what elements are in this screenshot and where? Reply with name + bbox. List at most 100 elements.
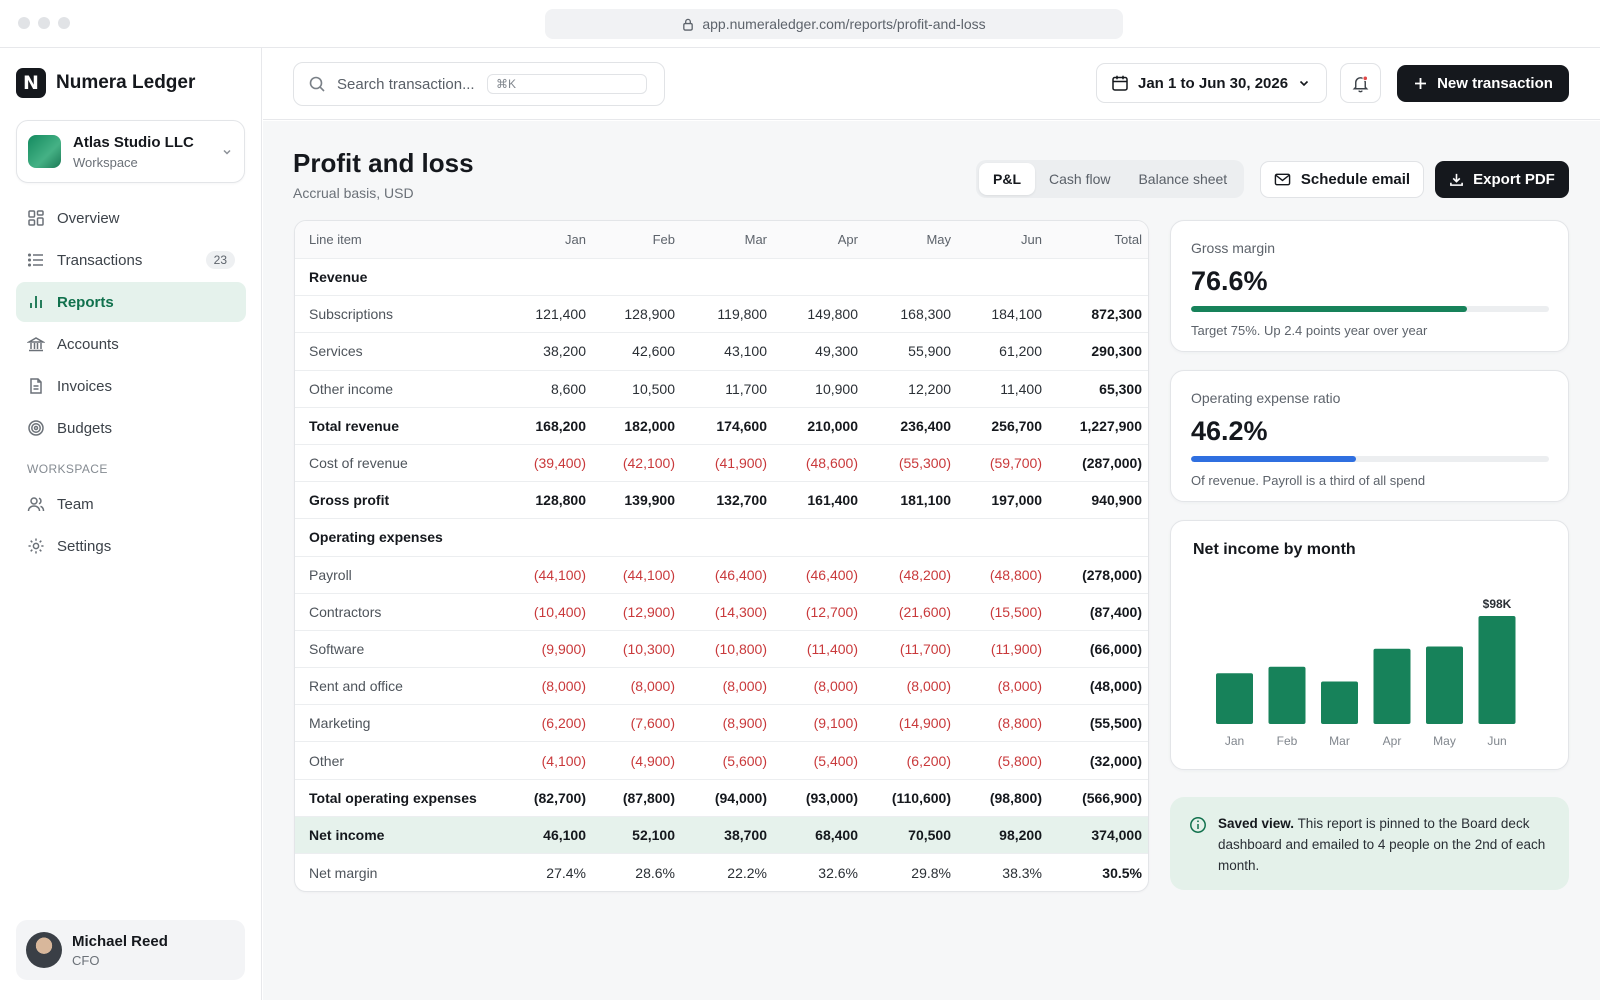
row-label: Net income (309, 826, 385, 843)
table-row[interactable]: Marketing (6,200) (7,600) (8,900) (9,100) (14… (295, 705, 1148, 743)
table-row[interactable]: Total revenue 168,200 182,000 174,600 210,00… (295, 408, 1148, 445)
window-controls (18, 17, 70, 29)
bar-may[interactable] (1426, 646, 1463, 724)
sidebar-item-team[interactable]: Team (16, 484, 246, 524)
tab-cash-flow[interactable]: Cash flow (1049, 171, 1111, 187)
kpi-value: 76.6% (1191, 266, 1268, 296)
value-cell: (9,100) (813, 715, 858, 732)
bar-jan[interactable] (1216, 673, 1253, 724)
value-cell: (55,300) (898, 455, 951, 472)
value-cell: 70,500 (908, 826, 951, 843)
tab-balance-sheet[interactable]: Balance sheet (1138, 171, 1228, 187)
x-tick-label: Apr (1383, 734, 1402, 748)
address-bar[interactable]: app.numeraledger.com/reports/profit-and-… (545, 9, 1123, 39)
total-cell: 872,300 (1091, 306, 1142, 323)
sidebar-item-reports[interactable]: Reports (16, 282, 246, 322)
sidebar: N Numera Ledger Atlas Studio LLC Workspa… (0, 48, 262, 1000)
minimize-window-button[interactable] (38, 17, 50, 29)
table-row[interactable]: Net income 46,100 52,100 38,700 68,400 70,500… (295, 816, 1148, 854)
table-row[interactable]: Services 38,200 42,600 43,100 49,300 55,900 61… (295, 333, 1148, 371)
value-cell: 12,200 (908, 380, 951, 397)
sidebar-item-transactions[interactable]: Transactions 23 (16, 240, 246, 280)
column-header[interactable]: May (926, 232, 951, 247)
export-pdf-button[interactable]: Export PDF (1435, 161, 1569, 198)
table-row[interactable]: Other income 8,600 10,500 11,700 10,900 12,20… (295, 371, 1148, 408)
table-row[interactable]: Software (9,900) (10,300) (10,800) (11,400) (… (295, 631, 1148, 669)
total-cell: (48,000) (1089, 678, 1142, 695)
row-label: Software (309, 640, 365, 657)
total-cell: (287,000) (1082, 455, 1142, 472)
bar-apr[interactable] (1373, 648, 1411, 724)
table-section-row[interactable]: Revenue (295, 259, 1148, 297)
value-cell: (110,600) (891, 789, 951, 806)
gear-icon (28, 538, 44, 554)
workspace-switcher[interactable]: Atlas Studio LLC Workspace (16, 120, 245, 183)
notifications-button[interactable] (1340, 63, 1381, 103)
bar-feb[interactable] (1268, 666, 1306, 724)
new-transaction-button[interactable]: New transaction (1397, 65, 1569, 102)
column-header[interactable]: Jan (565, 232, 586, 247)
progress-track (1191, 456, 1549, 462)
row-label: Total operating expenses (309, 789, 477, 806)
schedule-email-button[interactable]: Schedule email (1260, 161, 1424, 198)
user-name: Michael Reed (72, 932, 168, 950)
x-tick-label: May (1433, 734, 1456, 748)
sidebar-item-overview[interactable]: Overview (16, 198, 246, 238)
bar-jun[interactable] (1478, 616, 1516, 724)
column-header[interactable]: Mar (744, 232, 767, 247)
brand[interactable]: N Numera Ledger (16, 68, 195, 98)
value-cell: (10,800) (714, 640, 767, 657)
value-cell: (8,000) (630, 678, 675, 695)
value-cell: (48,200) (898, 566, 951, 583)
user-profile[interactable]: Michael Reed CFO (16, 920, 245, 980)
value-cell: 22.2% (727, 864, 767, 881)
value-cell: 132,700 (716, 492, 767, 509)
value-cell: (6,200) (906, 752, 951, 769)
search-box[interactable]: ⌘K (293, 62, 665, 106)
table-row[interactable]: Net margin 27.4% 28.6% 22.2% 32.6% 29.8% 38.3%… (295, 854, 1148, 891)
value-cell: 182,000 (624, 417, 675, 434)
date-range-picker[interactable]: Jan 1 to Jun 30, 2026 (1096, 63, 1327, 103)
total-cell: 290,300 (1091, 343, 1142, 360)
table-row[interactable]: Subscriptions 121,400 128,900 119,800 149,80… (295, 296, 1148, 334)
sidebar-item-accounts[interactable]: Accounts (16, 324, 246, 364)
operating-expense-ratio-card: Operating expense ratio 46.2% Of revenue… (1170, 370, 1569, 502)
table-row[interactable]: Cost of revenue (39,400) (42,100) (41,900) (… (295, 445, 1148, 483)
row-label: Gross profit (309, 492, 390, 509)
column-header[interactable]: Jun (1021, 232, 1042, 247)
sidebar-item-invoices[interactable]: Invoices (16, 366, 246, 406)
table-row[interactable]: Payroll (44,100) (44,100) (46,400) (46,400) (… (295, 557, 1148, 594)
value-cell: 197,000 (991, 492, 1042, 509)
row-label: Revenue (309, 269, 368, 286)
progress-track (1191, 306, 1549, 312)
table-row[interactable]: Contractors (10,400) (12,900) (14,300) (12,7… (295, 594, 1148, 631)
table-body: Revenue Subscriptions 121,400 128,900 119,80… (295, 259, 1148, 891)
users-icon (27, 497, 45, 512)
sidebar-item-budgets[interactable]: Budgets (16, 408, 246, 448)
table-row[interactable]: Total operating expenses (82,700) (87,800)… (295, 780, 1148, 817)
table-row[interactable]: Gross profit 128,800 139,900 132,700 161,400… (295, 482, 1148, 520)
value-cell: (8,000) (906, 678, 951, 695)
value-cell: (59,700) (989, 455, 1042, 472)
value-cell: 10,900 (815, 380, 858, 397)
chart-title: Net income by month (1193, 541, 1356, 558)
bar-mar[interactable] (1321, 681, 1358, 724)
data-label: $98K (1483, 597, 1512, 611)
mail-icon (1274, 173, 1291, 186)
column-header[interactable]: Total (1114, 232, 1142, 247)
value-cell: (39,400) (533, 455, 586, 472)
table-section-row[interactable]: Operating expenses (295, 519, 1148, 557)
sidebar-item-settings[interactable]: Settings (16, 526, 246, 566)
table-row[interactable]: Rent and office (8,000) (8,000) (8,000) (8,0… (295, 668, 1148, 706)
maximize-window-button[interactable] (58, 17, 70, 29)
column-header[interactable]: Apr (837, 232, 858, 247)
table-row[interactable]: Other (4,100) (4,900) (5,600) (5,400) (6,200)… (295, 742, 1148, 780)
workspace-avatar (28, 135, 61, 168)
total-cell: (566,900) (1082, 789, 1142, 806)
row-label: Net margin (309, 864, 378, 881)
search-input[interactable] (337, 75, 487, 93)
close-window-button[interactable] (18, 17, 30, 29)
column-header[interactable]: Feb (652, 232, 675, 247)
tab-pl[interactable]: P&L (979, 163, 1035, 195)
